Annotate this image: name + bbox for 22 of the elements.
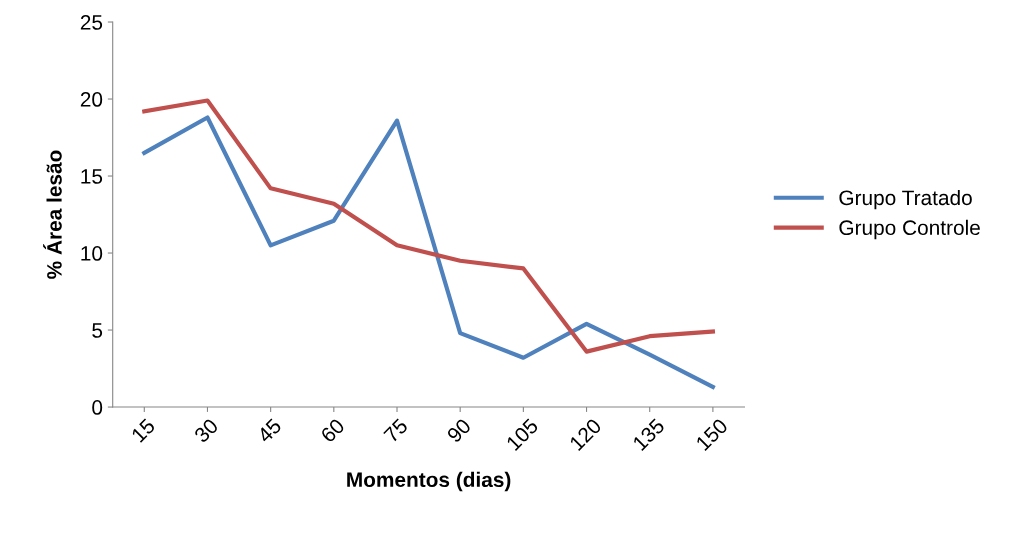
y-tick-label: 25 bbox=[80, 15, 103, 30]
line-series bbox=[142, 115, 715, 390]
x-tick-label: 150 bbox=[695, 417, 729, 452]
x-tick-label: 105 bbox=[505, 417, 539, 452]
y-tick-label: 5 bbox=[92, 323, 103, 338]
legend-label: Grupo Controle bbox=[839, 219, 980, 240]
x-axis-title: Momentos (dias) bbox=[347, 471, 511, 492]
x-tick-label: 30 bbox=[193, 417, 220, 444]
x-tick-label: 90 bbox=[446, 417, 472, 444]
y-tick-label: 10 bbox=[81, 246, 103, 261]
x-tick-label: 75 bbox=[383, 417, 409, 444]
x-tick-label: 45 bbox=[256, 417, 283, 444]
x-tick-label: 15 bbox=[130, 417, 156, 443]
y-axis-title: % Área lesão bbox=[43, 150, 62, 279]
y-tick-label: 0 bbox=[92, 400, 103, 415]
y-tick-label: 20 bbox=[80, 92, 103, 107]
x-tick-label: 120 bbox=[568, 417, 603, 452]
y-tick-label: 15 bbox=[81, 169, 103, 184]
line-series bbox=[142, 98, 715, 354]
legend-label: Grupo Tratado bbox=[839, 189, 972, 210]
x-tick-label: 135 bbox=[632, 417, 666, 452]
x-tick-label: 60 bbox=[319, 417, 346, 444]
